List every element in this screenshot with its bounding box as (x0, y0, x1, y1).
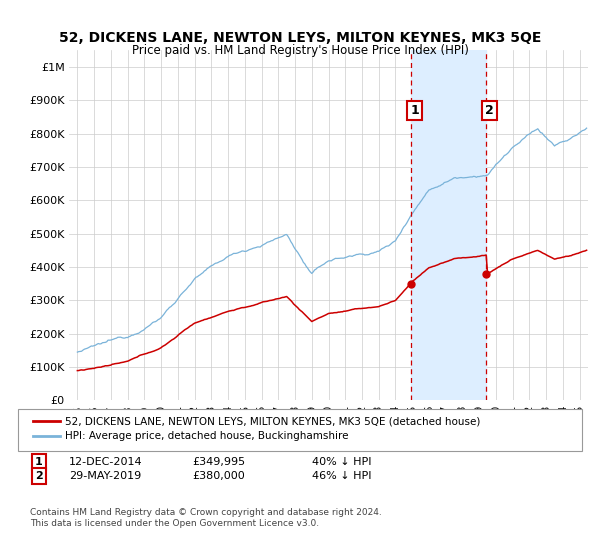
Text: HPI: Average price, detached house, Buckinghamshire: HPI: Average price, detached house, Buck… (65, 431, 348, 441)
Text: 52, DICKENS LANE, NEWTON LEYS, MILTON KEYNES, MK3 5QE (detached house): 52, DICKENS LANE, NEWTON LEYS, MILTON KE… (65, 416, 480, 426)
Text: £349,995: £349,995 (192, 457, 245, 467)
Text: 1: 1 (35, 457, 43, 467)
Text: £380,000: £380,000 (192, 471, 245, 481)
Text: 29-MAY-2019: 29-MAY-2019 (69, 471, 141, 481)
Text: 2: 2 (485, 104, 494, 117)
Text: 52, DICKENS LANE, NEWTON LEYS, MILTON KEYNES, MK3 5QE: 52, DICKENS LANE, NEWTON LEYS, MILTON KE… (59, 31, 541, 45)
Text: 46% ↓ HPI: 46% ↓ HPI (312, 471, 371, 481)
Text: Price paid vs. HM Land Registry's House Price Index (HPI): Price paid vs. HM Land Registry's House … (131, 44, 469, 57)
Text: 40% ↓ HPI: 40% ↓ HPI (312, 457, 371, 467)
Text: Contains HM Land Registry data © Crown copyright and database right 2024.
This d: Contains HM Land Registry data © Crown c… (30, 508, 382, 528)
Text: 2: 2 (35, 471, 43, 481)
Text: 1: 1 (410, 104, 419, 117)
Text: 12-DEC-2014: 12-DEC-2014 (69, 457, 143, 467)
Bar (412, 50, 486, 400)
